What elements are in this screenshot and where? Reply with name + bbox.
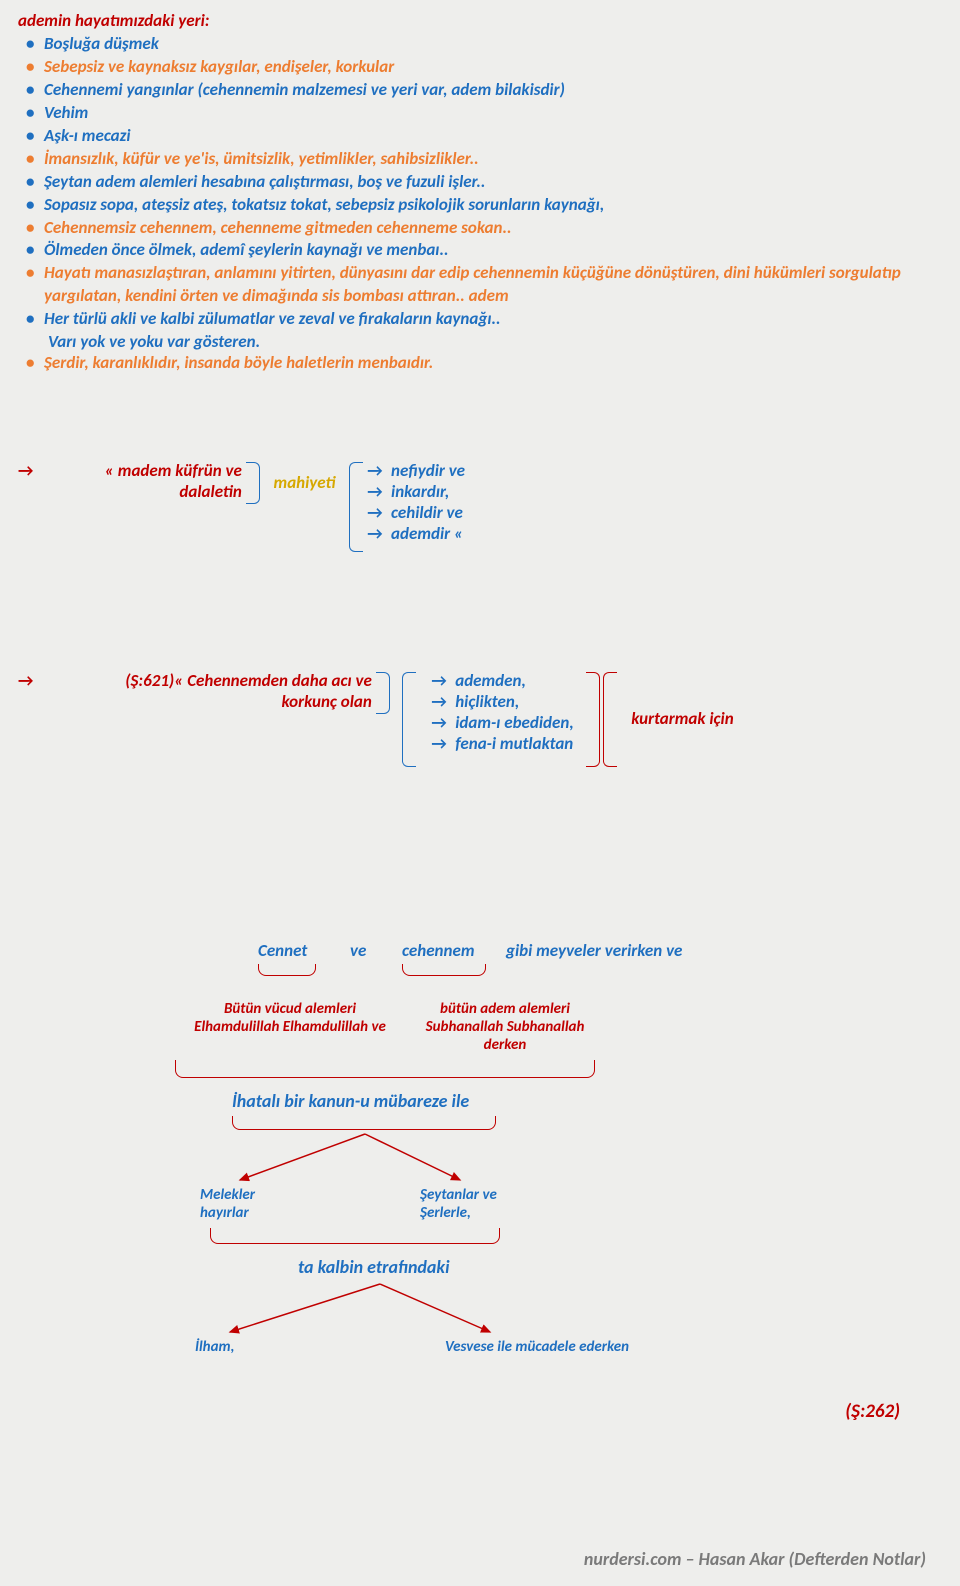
brace-icon	[258, 964, 316, 976]
arrow-icon: →	[367, 460, 387, 481]
page-title: ademin hayatımızdaki yeri:	[18, 10, 942, 31]
node-melekler: Melekler hayırlar	[200, 1186, 255, 1222]
bullet-item: Şeytan adem alemleri hesabına çalıştırma…	[22, 171, 942, 194]
bullet-item: Sebepsiz ve kaynaksız kaygılar, endişele…	[22, 56, 942, 79]
bracket-icon	[246, 462, 260, 504]
s2-left-line2: korkunç olan	[42, 691, 372, 712]
arrow-icon: →	[431, 670, 451, 691]
line: Melekler	[200, 1186, 255, 1204]
page-reference: (Ş:262)	[845, 1400, 900, 1423]
arrow-icon: →	[18, 670, 38, 691]
s2-left-line1: (Ş:621)« Cehennemden daha acı ve	[42, 670, 372, 691]
bullet-item: Her türlü akli ve kalbi zülumatlar ve ze…	[22, 308, 942, 331]
brace-icon	[210, 1228, 500, 1244]
brace-icon	[232, 1116, 496, 1130]
node-kanun: İhatalı bir kanun-u mübareze ile	[232, 1090, 469, 1112]
bullet-item: Şerdir, karanlıklıdır, insanda böyle hal…	[22, 352, 942, 375]
s1-left-line2: dalaletin	[42, 481, 242, 502]
bullet-item: Cehennemsiz cehennem, cehenneme gitmeden…	[22, 217, 942, 240]
bullet-item: İmansızlık, küfür ve ye'is, ümitsizlik, …	[22, 148, 942, 171]
node-ilham: İlham,	[195, 1338, 234, 1356]
bullet-continuation: Varı yok ve yoku var gösteren.	[48, 331, 942, 352]
s2-item: → fena-i mutlaktan	[431, 733, 573, 754]
bracket-icon	[376, 672, 390, 714]
section-cehennemden-aci: → (Ş:621)« Cehennemden daha acı ve korku…	[18, 670, 938, 767]
bullet-item: Aşk-ı mecazi	[22, 125, 942, 148]
arrow-icon: →	[431, 691, 451, 712]
bullet-item: Vehim	[22, 102, 942, 125]
line: derken	[405, 1036, 605, 1054]
arrow-icon: →	[367, 523, 387, 544]
s1-item: → inkardır,	[367, 481, 465, 502]
arrow-icon: →	[431, 712, 451, 733]
node-rest: gibi meyveler verirken ve	[506, 940, 682, 961]
s1-item: → nefiydir ve	[367, 460, 465, 481]
s1-item: → cehildir ve	[367, 502, 465, 523]
s2-result: kurtarmak için	[631, 670, 733, 729]
s2-item: → ademden,	[431, 670, 573, 691]
bullet-item: Boşluğa düşmek	[22, 33, 942, 56]
s1-left-line1: « madem küfrün ve	[42, 460, 242, 481]
line: Şerlerle,	[420, 1204, 497, 1222]
brace-icon	[175, 1060, 595, 1078]
node-kalbin: ta kalbin etrafındaki	[298, 1256, 450, 1278]
bracket-icon	[586, 672, 600, 767]
brace-icon	[402, 964, 486, 976]
node-cennet: Cennet	[258, 940, 307, 961]
node-vucud-alemleri: Bütün vücud alemleri Elhamdulillah Elham…	[175, 1000, 405, 1036]
line: Subhanallah Subhanallah	[405, 1018, 605, 1036]
footer-credit: nurdersi.com – Hasan Akar (Defterden Not…	[584, 1548, 926, 1570]
arrow-icon: →	[367, 481, 387, 502]
node-cehennem: cehennem	[402, 940, 475, 961]
arrow-split-icon	[170, 1280, 590, 1340]
node-ve: ve	[350, 940, 366, 961]
line: Bütün vücud alemleri	[175, 1000, 405, 1018]
line: Elhamdulillah Elhamdulillah ve	[175, 1018, 405, 1036]
diagram-tree: Cennet ve cehennem gibi meyveler verirke…	[0, 940, 960, 1440]
s1-item: → ademdir «	[367, 523, 465, 544]
bullet-item: Cehennemi yangınlar (cehennemin malzemes…	[22, 79, 942, 102]
line: bütün adem alemleri	[405, 1000, 605, 1018]
bullet-item: Ölmeden önce ölmek, ademî şeylerin kayna…	[22, 239, 942, 262]
s1-mid-label: mahiyeti	[274, 460, 336, 493]
arrow-split-icon	[200, 1130, 540, 1190]
s2-item: → idam-ı ebediden,	[431, 712, 573, 733]
arrow-icon: →	[367, 502, 387, 523]
bullet-item: Sopasız sopa, ateşsiz ateş, tokatsız tok…	[22, 194, 942, 217]
bullet-item: Hayatı manasızlaştıran, anlamını yitirte…	[22, 262, 942, 308]
node-adem-alemleri: bütün adem alemleri Subhanallah Subhanal…	[405, 1000, 605, 1054]
bracket-icon	[603, 672, 617, 767]
section-kufr-mahiyeti: → « madem küfrün ve dalaletin mahiyeti →…	[18, 460, 938, 552]
node-seytanlar: Şeytanlar ve Şerlerle,	[420, 1186, 497, 1222]
bullet-list: Boşluğa düşmekSebepsiz ve kaynaksız kayg…	[22, 33, 942, 375]
arrow-icon: →	[431, 733, 451, 754]
line: hayırlar	[200, 1204, 255, 1222]
bracket-icon	[402, 672, 416, 767]
line: Şeytanlar ve	[420, 1186, 497, 1204]
arrow-icon: →	[18, 460, 38, 481]
bracket-icon	[349, 462, 363, 552]
s2-item: → hiçlikten,	[431, 691, 573, 712]
node-vesvese: Vesvese ile mücadele ederken	[445, 1338, 629, 1356]
